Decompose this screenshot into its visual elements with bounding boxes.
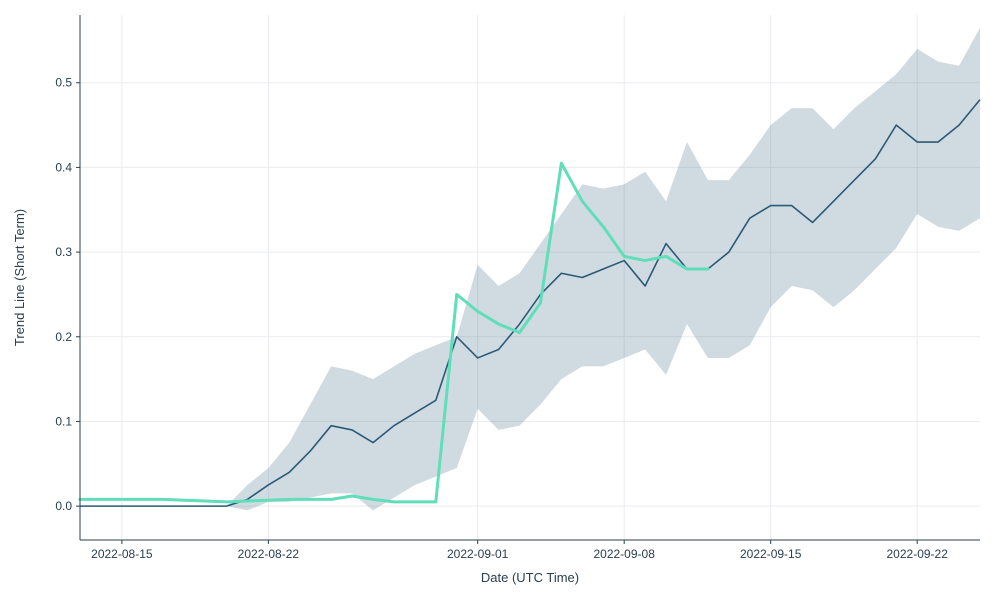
x-axis-label: Date (UTC Time): [481, 570, 579, 585]
x-tick-label: 2022-09-08: [593, 547, 655, 561]
y-tick-label: 0.0: [55, 499, 72, 513]
y-tick-label: 0.5: [55, 76, 72, 90]
x-tick-label: 2022-08-22: [238, 547, 300, 561]
chart-svg: 0.0 0.1 0.2 0.3 0.4 0.5 2022-08-15 2022-08-22 20…: [0, 0, 1000, 600]
y-axis-label: Trend Line (Short Term): [12, 209, 27, 346]
y-tick-label: 0.2: [55, 330, 72, 344]
y-tick-label: 0.1: [55, 414, 72, 428]
x-tick-label: 2022-09-22: [887, 547, 949, 561]
y-tick-label: 0.4: [55, 160, 72, 174]
y-tick-label: 0.3: [55, 245, 72, 259]
trend-chart: 0.0 0.1 0.2 0.3 0.4 0.5 2022-08-15 2022-08-22 20…: [0, 0, 1000, 600]
x-tick-label: 2022-08-15: [91, 547, 153, 561]
x-tick-label: 2022-09-15: [740, 547, 802, 561]
x-tick-label: 2022-09-01: [447, 547, 509, 561]
